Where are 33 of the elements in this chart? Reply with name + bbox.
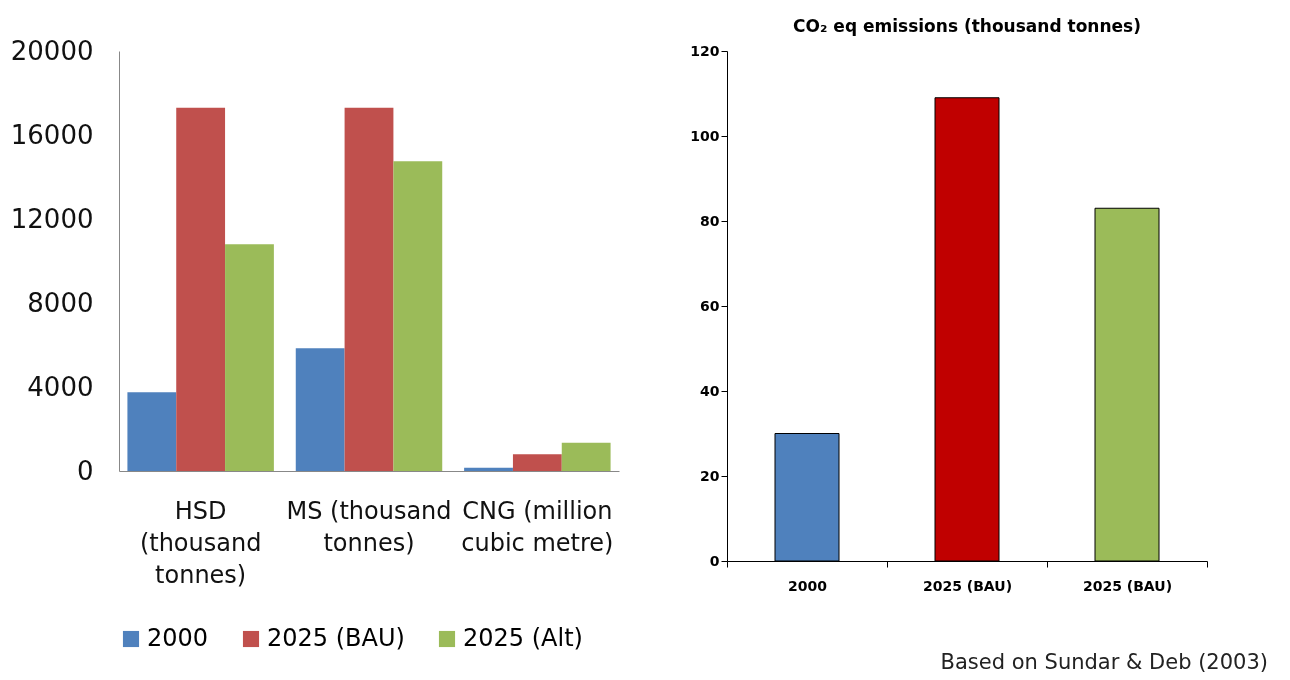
legend-label: 2025 (Alt) (463, 624, 583, 652)
y-tick-label: 60 (700, 297, 720, 314)
y-tick-label: 0 (76, 455, 94, 486)
y-tick-label: 20 (700, 467, 720, 484)
chart-title: CO₂ eq emissions (thousand tonnes) (793, 16, 1141, 36)
bar (344, 107, 394, 471)
y-tick-label: 0 (709, 552, 720, 569)
bar (512, 454, 562, 471)
bar (393, 161, 443, 471)
y-tick-label: 40 (700, 382, 720, 399)
x-tick-label: MS (thousand tonnes) (286, 496, 452, 557)
y-tick-label: 12000 (10, 203, 94, 234)
bar (127, 392, 177, 471)
y-tick-label: 8000 (27, 287, 94, 318)
y-tick-label: 20000 (10, 35, 94, 66)
y-tick-label: 16000 (10, 119, 94, 150)
x-tick-label: CNG (million cubic metre) (461, 496, 614, 557)
bar (176, 107, 226, 471)
x-tick-label: 2000 (788, 577, 828, 594)
text: Based on Sundar & Deb (2003) (940, 650, 1268, 674)
bar (464, 467, 513, 471)
bar (225, 244, 274, 471)
y-tick-label: 120 (690, 42, 720, 59)
legend-label: 2000 (147, 624, 209, 652)
bar (561, 442, 611, 471)
x-tick-label: HSD (thousand tonnes) (139, 496, 262, 589)
legend-label: 2025 (BAU) (267, 624, 405, 652)
y-tick-label: 4000 (27, 371, 94, 402)
y-tick-label: 80 (700, 212, 720, 229)
x-tick-label: 2025 (BAU) (922, 577, 1013, 594)
bar (295, 348, 345, 471)
x-tick-label: 2025 (BAU) (1082, 577, 1173, 594)
y-tick-label: 100 (690, 127, 720, 144)
